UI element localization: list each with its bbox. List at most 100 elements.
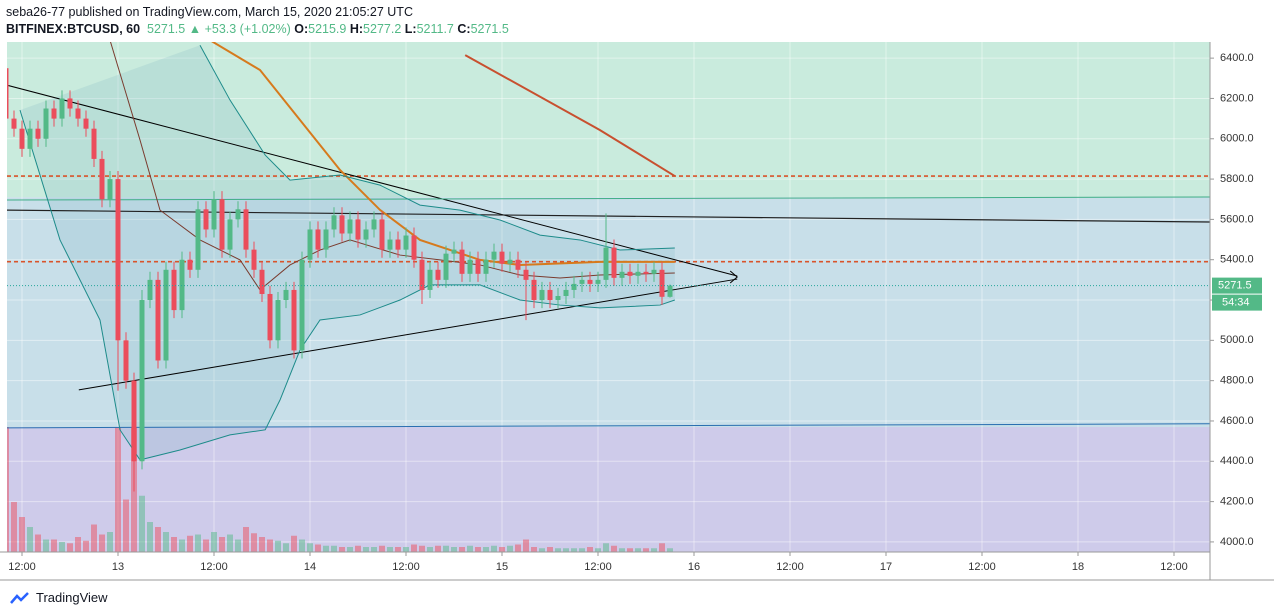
candle-body xyxy=(259,269,265,294)
overlay-line xyxy=(19,109,675,461)
volume-bar xyxy=(419,545,425,552)
volume-bar xyxy=(187,535,193,552)
volume-bar xyxy=(219,537,225,552)
ohlc-line: BITFINEX:BTCUSD, 60 5271.5 ▲ +53.3 (+1.0… xyxy=(6,21,509,38)
volume-bar xyxy=(483,547,489,552)
candle-body xyxy=(467,259,473,274)
volume-bar xyxy=(291,535,297,552)
volume-bar xyxy=(43,539,49,552)
candle-body xyxy=(611,247,617,278)
candle-body xyxy=(291,289,297,351)
y-tick-label: 5000.0 xyxy=(1220,334,1254,346)
volume-bar xyxy=(259,537,265,552)
y-tick-label: 4800.0 xyxy=(1220,375,1254,387)
candle-body xyxy=(587,279,593,284)
candle-body xyxy=(195,209,201,270)
volume-bar xyxy=(211,532,217,552)
x-tick-label: 17 xyxy=(880,561,892,573)
volume-bar xyxy=(587,547,593,552)
candle-body xyxy=(571,283,577,290)
volume-bar xyxy=(475,547,481,552)
volume-bar xyxy=(459,547,465,552)
volume-bar xyxy=(195,534,201,552)
volume-bar xyxy=(83,540,89,552)
candle-body xyxy=(387,239,393,250)
candle-body xyxy=(539,289,545,301)
candle-body xyxy=(627,271,633,276)
x-tick-label: 12:00 xyxy=(776,561,804,573)
y-tick-label: 6400.0 xyxy=(1220,52,1254,64)
candle-body xyxy=(635,271,641,276)
volume-bar xyxy=(363,547,369,552)
volume-bar xyxy=(379,545,385,552)
candle-body xyxy=(187,259,193,270)
volume-bar xyxy=(555,548,561,552)
volume-bar xyxy=(163,532,169,552)
candle-body xyxy=(451,249,457,254)
volume-bar xyxy=(595,548,601,552)
candle-body xyxy=(595,279,601,284)
candle-body xyxy=(99,158,105,200)
zone xyxy=(7,42,1210,198)
y-tick-label: 5400.0 xyxy=(1220,254,1254,266)
zone xyxy=(7,197,1210,428)
volume-bar xyxy=(275,540,281,552)
candle-body xyxy=(395,239,401,250)
volume-bar xyxy=(227,534,233,552)
volume-bar xyxy=(547,547,553,552)
volume-bar xyxy=(443,545,449,552)
candle-body xyxy=(131,380,137,462)
candle-body xyxy=(203,209,209,230)
volume-bar xyxy=(11,502,17,552)
volume-bar xyxy=(491,545,497,552)
x-tick-label: 12:00 xyxy=(584,561,612,573)
candle-body xyxy=(251,249,257,270)
candle-body xyxy=(667,285,673,297)
overlay-line xyxy=(7,84,738,277)
candle-body xyxy=(107,179,113,200)
y-tick-label: 5800.0 xyxy=(1220,173,1254,185)
candle-body xyxy=(379,219,385,250)
volume-bar xyxy=(171,537,177,552)
candle-body xyxy=(11,118,17,129)
volume-bar xyxy=(203,539,209,552)
x-tick-label: 15 xyxy=(496,561,508,573)
volume-bar xyxy=(339,547,345,552)
candle-body xyxy=(307,229,313,260)
y-tick-label: 4000.0 xyxy=(1220,536,1254,548)
volume-bar xyxy=(467,545,473,552)
volume-bar xyxy=(155,527,161,552)
volume-bar xyxy=(651,548,657,552)
x-tick-label: 13 xyxy=(112,561,124,573)
candle-body xyxy=(155,279,161,361)
candle-body xyxy=(651,269,657,274)
volume-bar xyxy=(123,499,129,552)
candle-body xyxy=(619,271,625,278)
countdown-bg xyxy=(1212,294,1262,311)
overlay-line xyxy=(7,423,1210,429)
candle-body xyxy=(147,279,153,301)
x-tick-label: 12:00 xyxy=(1160,561,1188,573)
x-tick-label: 14 xyxy=(304,561,316,573)
l-value: 5211.7 xyxy=(416,22,454,36)
volume-bar xyxy=(67,543,73,552)
volume-bar xyxy=(611,545,617,552)
x-tick-label: 12:00 xyxy=(200,561,228,573)
overlay-line xyxy=(464,54,676,177)
x-tick-label: 12:00 xyxy=(392,561,420,573)
y-tick-label: 6200.0 xyxy=(1220,92,1254,104)
countdown: 54:34 xyxy=(1222,297,1250,309)
candle-body xyxy=(555,295,561,301)
volume-bar xyxy=(115,427,121,552)
price-label: 5271.5 xyxy=(1218,280,1252,292)
candle-body xyxy=(531,279,537,301)
zone xyxy=(7,427,1210,552)
candle-body xyxy=(339,215,345,234)
candle-body xyxy=(59,98,65,119)
volume-bar xyxy=(563,548,569,552)
candle-body xyxy=(67,98,73,109)
c-value: 5271.5 xyxy=(470,22,509,36)
candle-body xyxy=(403,235,409,250)
volume-bar xyxy=(643,548,649,552)
